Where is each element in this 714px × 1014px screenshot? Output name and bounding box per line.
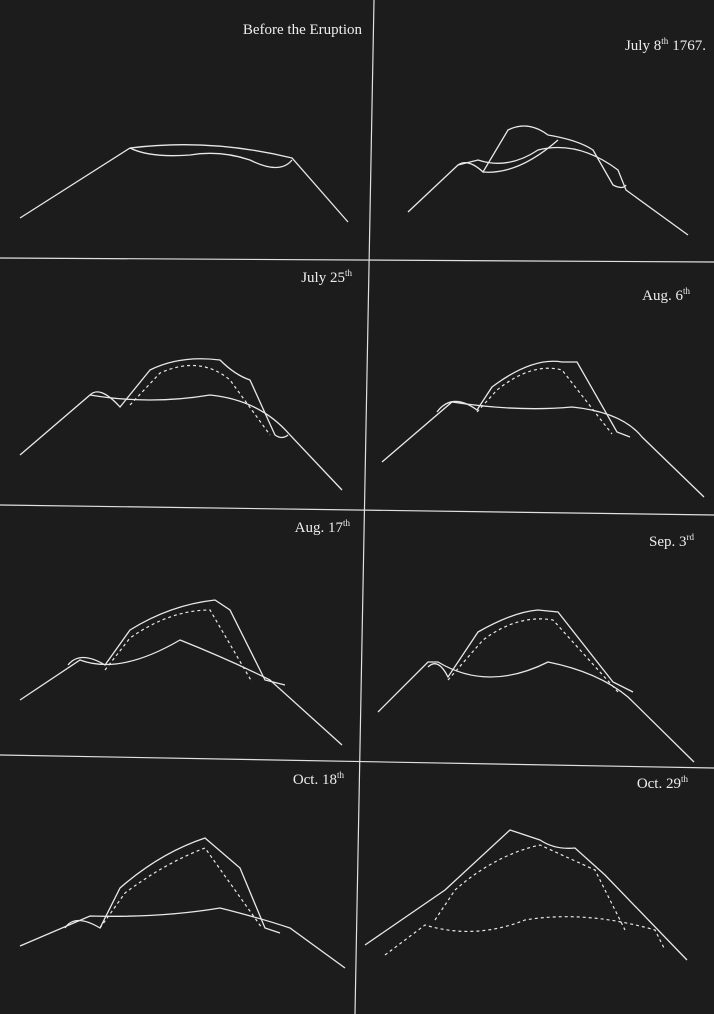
panel-sketch bbox=[19, 837, 346, 969]
panel-sketch bbox=[377, 609, 695, 763]
label-text: Oct. 18 bbox=[293, 772, 337, 788]
panel-label: Oct. 29th bbox=[637, 774, 689, 792]
label-sup: rd bbox=[687, 532, 695, 542]
panel-label: July 25th bbox=[301, 268, 352, 286]
panel-sketch bbox=[407, 125, 689, 236]
panel-label: Before the Eruption bbox=[243, 22, 363, 38]
label-sup: th bbox=[681, 774, 689, 784]
panel-sketch bbox=[19, 144, 349, 223]
label-sup: th bbox=[683, 286, 691, 296]
label-sup: th bbox=[661, 36, 669, 46]
label-text: Aug. 17 bbox=[295, 520, 344, 536]
panel-sketch bbox=[19, 358, 343, 491]
panel-sketch bbox=[364, 829, 688, 961]
panel-label: Oct. 18th bbox=[293, 770, 345, 788]
label-text: July 8 bbox=[625, 38, 661, 54]
label-text: Aug. 6 bbox=[642, 288, 683, 304]
label-text: Oct. 29 bbox=[637, 776, 681, 792]
label-text: July 25 bbox=[301, 270, 345, 286]
panel-sketch bbox=[19, 599, 343, 746]
panel-label: Sep. 3rd bbox=[649, 532, 694, 550]
label-text: Sep. 3 bbox=[649, 534, 687, 550]
horizontal-divider bbox=[0, 504, 714, 516]
panel-sketch bbox=[381, 360, 705, 498]
panel-label: Aug. 6th bbox=[642, 286, 690, 304]
label-sup: th bbox=[345, 268, 353, 278]
vertical-divider bbox=[354, 0, 375, 1014]
label-sup: th bbox=[343, 518, 351, 528]
horizontal-divider bbox=[0, 257, 714, 263]
horizontal-divider bbox=[0, 754, 714, 769]
label-suffix: 1767. bbox=[672, 38, 706, 54]
label-sup: th bbox=[337, 770, 345, 780]
panel-label: July 8th 1767. bbox=[625, 36, 706, 54]
panel-label: Aug. 17th bbox=[295, 518, 351, 536]
